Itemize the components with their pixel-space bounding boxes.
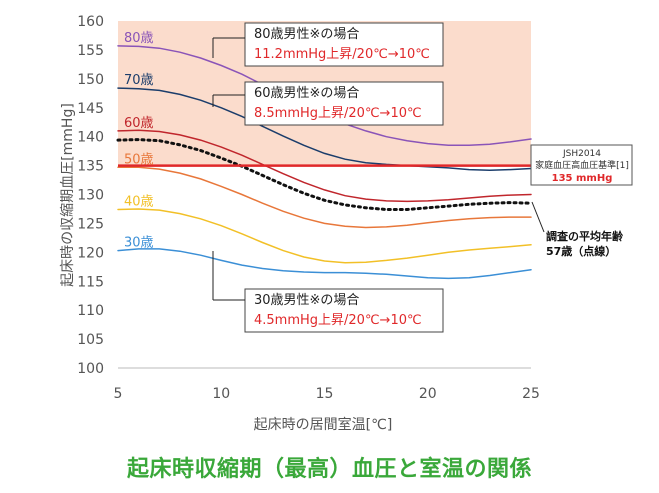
age-label: 30歳 — [124, 236, 154, 251]
y-tick-label: 110 — [77, 303, 104, 319]
annotation-60-line2: 8.5mmHg上昇/20℃→10℃ — [254, 106, 422, 121]
threshold-label-1: JSH2014 — [562, 149, 601, 159]
series-line — [117, 208, 532, 264]
threshold-box: JSH2014 家庭血圧高血圧基準[1] 135 mmHg — [530, 144, 633, 186]
annotation-60: 60歳男性※の場合 8.5mmHg上昇/20℃→10℃ — [212, 81, 444, 126]
y-tick-label: 135 — [77, 159, 104, 175]
mean-age-label-1: 調査の平均年齢 — [546, 229, 624, 243]
axes: 1001051101151201251301351401451501551605… — [77, 14, 540, 402]
y-tick-label: 140 — [77, 130, 104, 146]
annotation-30-line2: 4.5mmHg上昇/20℃→10℃ — [254, 313, 422, 328]
series-line-average — [116, 138, 533, 211]
series-lines — [116, 45, 533, 280]
chart-caption: 起床時収縮期（最高）血圧と室温の関係 — [126, 457, 532, 482]
y-tick-label: 125 — [77, 216, 104, 232]
age-label: 40歳 — [124, 195, 154, 210]
y-tick-label: 150 — [77, 72, 104, 88]
series-line — [117, 87, 532, 171]
y-tick-label: 130 — [77, 188, 104, 204]
x-axis-label: 起床時の居間室温[℃] — [254, 416, 393, 433]
annotation-30: 30歳男性※の場合 4.5mmHg上昇/20℃→10℃ — [212, 251, 444, 333]
y-tick-label: 145 — [77, 101, 104, 117]
y-axis-label: 起床時の収縮期血圧[mmHg] — [60, 103, 76, 287]
annotation-80-line2: 11.2mmHg上昇/20℃→10℃ — [254, 47, 430, 62]
y-tick-label: 120 — [77, 245, 104, 261]
age-label: 80歳 — [124, 31, 154, 46]
y-tick-label: 160 — [77, 14, 104, 30]
x-tick-label: 15 — [316, 386, 334, 402]
x-tick-label: 20 — [419, 386, 437, 402]
age-label: 60歳 — [124, 116, 154, 131]
mean-age-label: 調査の平均年齢 57歳（点線） — [531, 201, 624, 258]
threshold-label-3: 135 mmHg — [552, 173, 613, 184]
x-tick-label: 5 — [114, 386, 123, 402]
age-label: 50歳 — [124, 152, 154, 167]
annotation-80-line1: 80歳男性※の場合 — [254, 27, 359, 42]
threshold-label-2: 家庭血圧高血圧基準[1] — [535, 159, 629, 171]
x-tick-label: 25 — [522, 386, 540, 402]
annotation-80: 80歳男性※の場合 11.2mmHg上昇/20℃→10℃ — [212, 22, 444, 67]
y-tick-label: 115 — [77, 274, 104, 290]
age-label: 70歳 — [124, 73, 154, 88]
age-labels: 80歳 70歳 60歳 50歳 40歳 30歳 — [124, 31, 154, 251]
series-line — [117, 166, 532, 229]
x-tick-label: 10 — [212, 386, 230, 402]
y-tick-label: 100 — [77, 361, 104, 377]
mean-age-label-2: 57歳（点線） — [546, 244, 616, 258]
annotation-30-line1: 30歳男性※の場合 — [254, 293, 359, 308]
y-tick-label: 105 — [77, 332, 104, 348]
y-tick-label: 155 — [77, 43, 104, 59]
annotation-60-line1: 60歳男性※の場合 — [254, 86, 359, 101]
series-line — [117, 129, 532, 203]
series-line — [117, 248, 532, 280]
